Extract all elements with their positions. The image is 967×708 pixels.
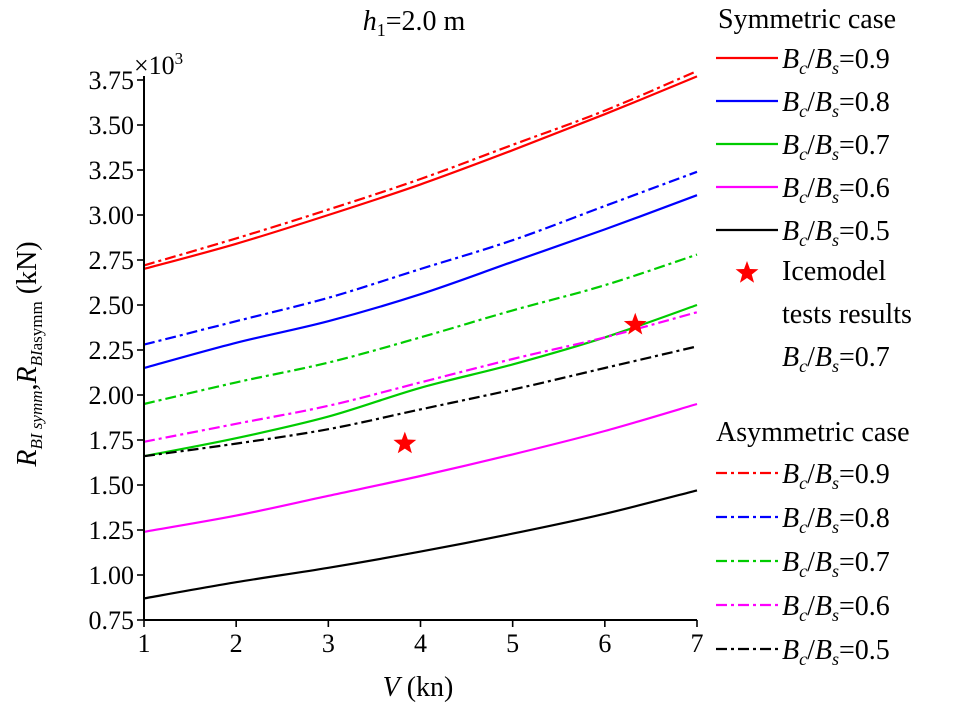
x-tick-label: 4	[414, 629, 427, 658]
test-result-star-2	[623, 312, 647, 335]
axis-multiplier: ×103	[134, 49, 183, 80]
legend-label-symmetric: Bc/Bs=0.7	[782, 130, 890, 164]
series-line-symmetric-0-7	[143, 303, 698, 458]
x-tick-label: 5	[506, 629, 519, 658]
series-line-asymmetric-0-7	[143, 253, 698, 406]
series-line-symmetric-0-5	[143, 489, 698, 600]
y-tick-label: 1.75	[89, 426, 135, 455]
y-tick-label: 2.75	[89, 246, 135, 275]
legend-label-symmetric: Bc/Bs=0.6	[782, 173, 890, 207]
y-tick-label: 1.00	[89, 561, 135, 590]
x-tick-label: 6	[598, 629, 611, 658]
y-tick-label: 3.00	[89, 201, 135, 230]
y-tick-label: 2.25	[89, 336, 135, 365]
test-result-star-1	[393, 431, 417, 454]
legend-marker-line1: Icemodel	[782, 256, 886, 287]
legend-label-symmetric: Bc/Bs=0.8	[782, 87, 890, 121]
legend-label-symmetric: Bc/Bs=0.9	[782, 44, 890, 78]
y-tick-label: 0.75	[89, 606, 135, 635]
y-axis-label: RBI symm,RBIasymm (kN)	[12, 241, 46, 467]
legend-label-symmetric: Bc/Bs=0.5	[782, 216, 890, 250]
y-tick-label: 3.75	[89, 66, 135, 95]
y-tick-label: 3.50	[89, 111, 135, 140]
legend-asymmetric-title: Asymmetric case	[716, 417, 910, 448]
y-tick-label: 1.50	[89, 471, 135, 500]
legend-marker-ratio: Bc/Bs=0.7	[782, 342, 890, 376]
legend-label-asymmetric: Bc/Bs=0.9	[782, 459, 890, 493]
legend-label-asymmetric: Bc/Bs=0.7	[782, 547, 890, 581]
chart-title: h1=2.0 m	[363, 6, 466, 40]
y-tick-label: 1.25	[89, 516, 135, 545]
legend-marker-line2: tests results	[782, 299, 912, 330]
x-tick-label: 2	[230, 629, 243, 658]
series-line-symmetric-0-6	[143, 402, 698, 533]
x-tick-label: 1	[138, 629, 151, 658]
series-line-symmetric-0-9	[143, 75, 698, 271]
y-tick-label: 2.00	[89, 381, 135, 410]
legend-label-asymmetric: Bc/Bs=0.6	[782, 591, 890, 625]
series-line-symmetric-0-8	[143, 194, 698, 370]
y-tick-label: 3.25	[89, 156, 135, 185]
series-line-asymmetric-0-6	[143, 311, 698, 443]
x-tick-label: 7	[691, 629, 704, 658]
y-tick-label: 2.50	[89, 291, 135, 320]
series-line-asymmetric-0-9	[143, 69, 698, 267]
x-axis-label: V (kn)	[383, 672, 454, 703]
legend-label-asymmetric: Bc/Bs=0.5	[782, 635, 890, 669]
x-tick-label: 3	[322, 629, 335, 658]
legend-star-icon	[735, 261, 759, 283]
legend-label-asymmetric: Bc/Bs=0.8	[782, 503, 890, 537]
legend-symmetric-title: Symmetric case	[718, 4, 896, 35]
series-line-asymmetric-0-5	[143, 345, 698, 458]
series-line-asymmetric-0-8	[143, 170, 698, 346]
